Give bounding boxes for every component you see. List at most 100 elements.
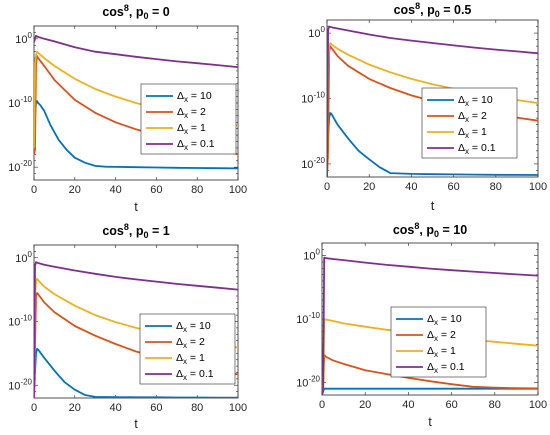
series-line-1 [34, 347, 238, 398]
series-line-4 [34, 34, 238, 68]
title-superscript: 8 [414, 221, 419, 231]
legend-label-main: Δ [176, 352, 183, 364]
y-tick-base: 10 [296, 377, 308, 389]
title-subscript: 0 [434, 229, 439, 239]
legend: Δx = 10 Δx = 2 Δx = 1 Δx = 0.1 [421, 87, 518, 159]
legend-label-subscript: x [183, 325, 187, 334]
legend-label-subscript: x [465, 147, 469, 156]
title-rest: , p [419, 223, 434, 237]
legend: Δx = 10 Δx = 2 Δx = 1 Δx = 0.1 [140, 83, 237, 155]
legend-label: Δx = 0.1 [176, 368, 214, 382]
x-tick-label: 60 [150, 402, 162, 414]
legend-label-rest: = 1 [469, 126, 487, 138]
y-tick-label: 10-10 [8, 95, 32, 110]
legend-label: Δx = 1 [458, 126, 487, 140]
legend-label: Δx = 0.1 [177, 138, 215, 152]
legend-label-rest: = 0.1 [187, 368, 214, 380]
y-tick-exponent: -10 [308, 311, 320, 320]
y-tick-exponent: -20 [20, 377, 32, 386]
legend-label-subscript: x [184, 143, 188, 152]
series-line-1 [327, 112, 538, 177]
x-tick-label: 60 [447, 181, 459, 193]
legend-label-subscript: x [465, 115, 469, 124]
legend-label: Δx = 10 [458, 94, 493, 108]
series-line-2 [322, 354, 538, 395]
legend-label: Δx = 2 [427, 329, 456, 343]
y-tick-label: 10-10 [8, 314, 32, 329]
legend-label-main: Δ [177, 106, 184, 118]
title-tail: = 10 [439, 223, 467, 237]
y-tick-label: 100 [15, 250, 32, 265]
legend-label-rest: = 2 [188, 106, 206, 118]
series-group [322, 256, 538, 395]
y-tick-base: 10 [8, 162, 20, 174]
legend-label-subscript: x [183, 357, 187, 366]
title-tail: = 0.5 [440, 3, 472, 17]
legend-label-rest: = 2 [187, 336, 205, 348]
chart-title: cos8, p0 = 1 [102, 222, 169, 240]
y-tick-base: 10 [301, 94, 313, 106]
x-tick-label: 0 [319, 399, 325, 411]
legend-label-main: Δ [176, 368, 183, 380]
y-tick-label: 10-20 [301, 156, 325, 171]
legend-label: Δx = 10 [427, 313, 462, 327]
legend-label-subscript: x [465, 131, 469, 140]
title-superscript: 8 [415, 1, 420, 11]
x-tick-label: 20 [69, 184, 81, 196]
title-subscript: 0 [143, 11, 148, 21]
legend-label-main: Δ [458, 142, 465, 154]
legend-label-subscript: x [183, 341, 187, 350]
y-tick-base: 10 [8, 317, 20, 329]
x-tick-label: 0 [31, 184, 37, 196]
title-rest: , p [129, 224, 144, 238]
y-tick-exponent: 0 [321, 25, 326, 34]
legend-label-main: Δ [427, 345, 434, 357]
legend-label-main: Δ [176, 320, 183, 332]
title-base: cos [393, 223, 415, 237]
title-tail: = 0 [148, 5, 169, 19]
x-tick-label: 80 [191, 402, 203, 414]
legend-label: Δx = 0.1 [458, 142, 496, 156]
legend-label-main: Δ [427, 361, 434, 373]
y-tick-base: 10 [308, 28, 320, 40]
legend-label-rest: = 1 [187, 352, 205, 364]
y-tick-label: 10-20 [8, 159, 32, 174]
legend-label: Δx = 10 [177, 90, 212, 104]
legend-label: Δx = 1 [176, 352, 205, 366]
legend-label-rest: = 1 [438, 345, 456, 357]
legend-label: Δx = 2 [458, 110, 487, 124]
x-axis-label: t [134, 199, 138, 214]
legend-label-main: Δ [427, 313, 434, 325]
y-tick-exponent: -10 [20, 314, 32, 323]
legend-label-rest: = 10 [188, 90, 212, 102]
series-line-4 [327, 25, 538, 177]
title-rest: , p [420, 3, 435, 17]
y-tick-base: 10 [15, 34, 27, 46]
series-line-3 [322, 318, 538, 395]
x-tick-label: 60 [150, 184, 162, 196]
legend-label-subscript: x [434, 334, 438, 343]
series-line-4 [322, 256, 538, 395]
legend-label-rest: = 0.1 [438, 361, 465, 373]
legend-label-rest: = 1 [188, 122, 206, 134]
legend-label-subscript: x [184, 111, 188, 120]
x-tick-label: 80 [191, 184, 203, 196]
title-base: cos [394, 3, 416, 17]
title-rest: , p [129, 5, 144, 19]
legend-label-main: Δ [177, 138, 184, 150]
y-tick-base: 10 [8, 380, 20, 392]
legend-label-rest: = 2 [469, 110, 487, 122]
series-line-1 [322, 387, 538, 395]
title-subscript: 0 [435, 9, 440, 19]
title-tail: = 1 [148, 224, 169, 238]
legend-label: Δx = 1 [177, 122, 206, 136]
x-tick-label: 40 [109, 402, 121, 414]
legend-label-rest: = 10 [187, 320, 211, 332]
x-tick-label: 20 [363, 181, 375, 193]
y-tick-label: 100 [15, 31, 32, 46]
x-tick-label: 40 [405, 181, 417, 193]
legend-label: Δx = 2 [176, 336, 205, 350]
legend-label-rest: = 10 [469, 94, 493, 106]
